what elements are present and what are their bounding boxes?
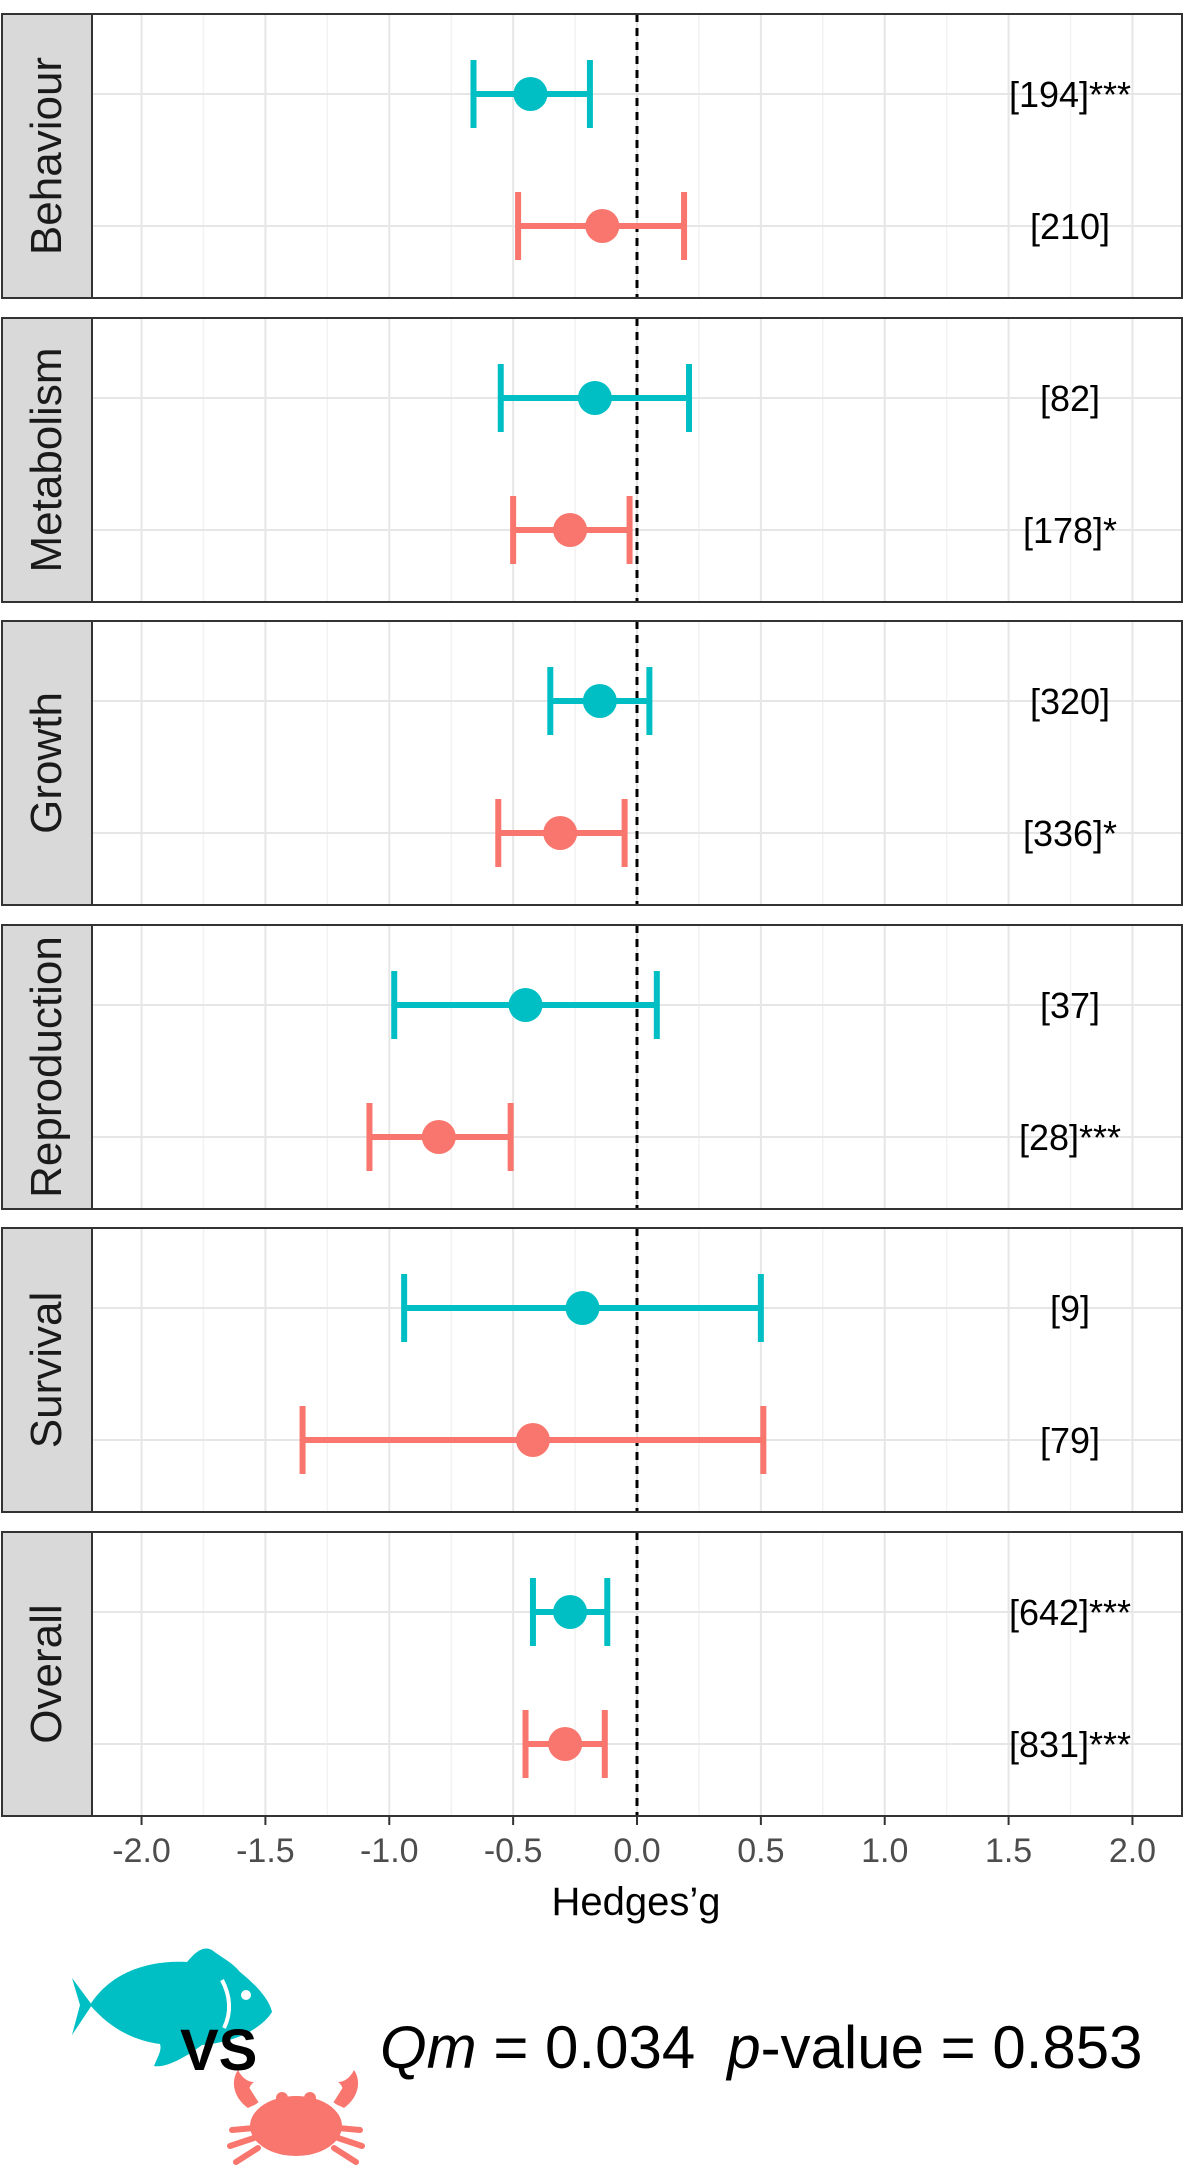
panel-border xyxy=(91,924,1183,1210)
sample-size-label: [9] xyxy=(1050,1288,1090,1329)
vs-label: VS xyxy=(180,2018,257,2083)
x-tick-label: -0.5 xyxy=(484,1832,543,1870)
panel-growth: Growth [320] [336]* xyxy=(1,620,1183,906)
estimate-point xyxy=(513,77,548,111)
estimate-point xyxy=(585,209,620,243)
panel-strip-label: Growth xyxy=(22,692,71,834)
x-tick-label: 1.0 xyxy=(861,1832,908,1870)
panel-strip-label: Metabolism xyxy=(22,348,71,573)
x-tick-label: 0.5 xyxy=(737,1832,784,1870)
test-statistic: Qm = 0.034 p-value = 0.853 xyxy=(380,2014,1143,2081)
estimate-point xyxy=(508,988,543,1022)
panel-border xyxy=(91,13,1183,299)
panel-strip-label: Reproduction xyxy=(22,936,71,1198)
sample-size-label: [210] xyxy=(1030,206,1110,247)
panel-border xyxy=(91,620,1183,906)
estimate-point xyxy=(577,381,612,415)
panel-strip xyxy=(1,1531,93,1817)
estimate-point xyxy=(548,1727,583,1761)
panel-overall: Overall [642]*** [831]*** xyxy=(1,1531,1183,1817)
p-value: -value = 0.853 xyxy=(761,2014,1143,2081)
panel-strip xyxy=(1,1227,93,1513)
panel-border xyxy=(91,1227,1183,1513)
sample-size-label: [79] xyxy=(1040,1420,1100,1461)
panel-strip-label: Overall xyxy=(22,1604,71,1743)
estimate-point xyxy=(421,1120,456,1154)
panels-layer: Behaviour [194]*** [210] Metabolism [82] [178… xyxy=(1,13,1183,1817)
x-tick-label: 0.0 xyxy=(613,1832,660,1870)
estimate-point xyxy=(553,1595,588,1629)
fish-icon xyxy=(72,1948,272,2067)
qm-label: Qm xyxy=(380,2014,477,2081)
panel-survival: Survival [9] [79] xyxy=(1,1227,1183,1513)
x-tick-label: 2.0 xyxy=(1109,1832,1156,1870)
sample-size-label: [37] xyxy=(1040,985,1100,1026)
panel-metabolism: Metabolism [82] [178]* xyxy=(1,317,1183,603)
estimate-point xyxy=(543,816,578,850)
sample-size-label: [178]* xyxy=(1023,510,1117,551)
estimate-point xyxy=(553,513,588,547)
sample-size-label: [194]*** xyxy=(1009,74,1131,115)
panel-border xyxy=(91,317,1183,603)
panel-reproduction: Reproduction [37] [28]*** xyxy=(1,924,1183,1210)
sample-size-label: [642]*** xyxy=(1009,1592,1131,1633)
panel-strip xyxy=(1,13,93,299)
p-label: p xyxy=(725,2014,760,2081)
crab-icon xyxy=(227,2070,365,2165)
qm-value: = 0.034 xyxy=(477,2014,696,2081)
sample-size-label: [831]*** xyxy=(1009,1724,1131,1765)
sample-size-label: [82] xyxy=(1040,378,1100,419)
x-tick-label: -1.0 xyxy=(360,1832,419,1870)
x-axis-title: Hedges’g xyxy=(551,1880,720,1924)
estimate-point xyxy=(565,1291,600,1325)
x-axis: -2.0 -1.5 -1.0 -0.5 0.0 0.5 1.0 1.5 2.0 xyxy=(112,1816,1156,1870)
x-tick-label: -1.5 xyxy=(236,1832,295,1870)
x-tick-label: 1.5 xyxy=(985,1832,1032,1870)
panel-strip-label: Survival xyxy=(22,1292,71,1449)
panel-behaviour: Behaviour [194]*** [210] xyxy=(1,13,1183,299)
sample-size-label: [28]*** xyxy=(1019,1117,1121,1158)
x-tick-label: -2.0 xyxy=(112,1832,171,1870)
panel-strip xyxy=(1,317,93,603)
sample-size-label: [336]* xyxy=(1023,813,1117,854)
sample-size-label: [320] xyxy=(1030,681,1110,722)
panel-strip-label: Behaviour xyxy=(22,57,71,255)
estimate-point xyxy=(582,684,617,718)
estimate-point xyxy=(515,1423,550,1457)
